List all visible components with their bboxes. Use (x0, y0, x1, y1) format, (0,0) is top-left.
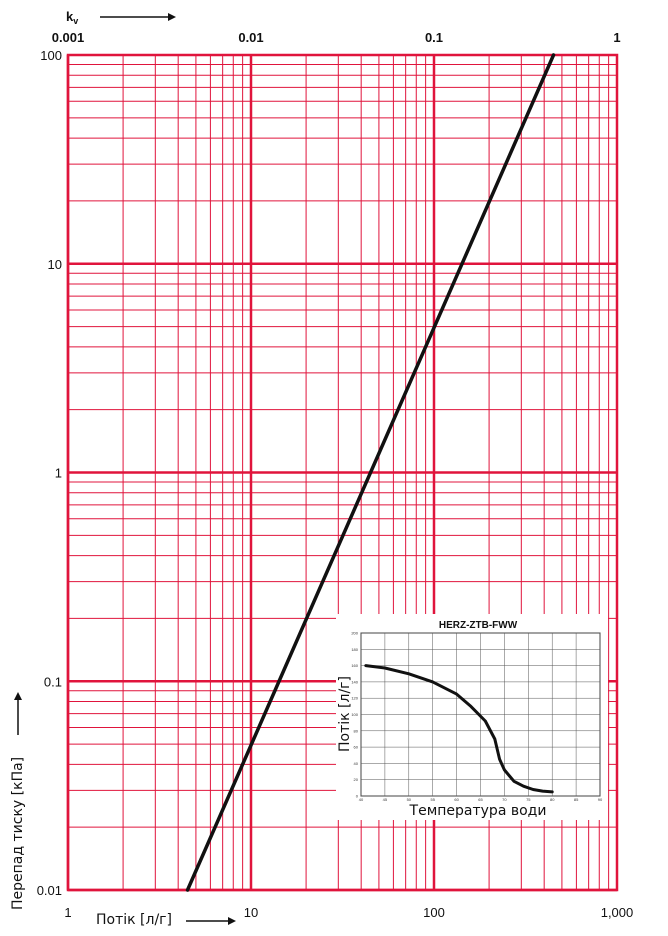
plot-frame (66, 53, 619, 892)
kv-axis-label: kv (66, 9, 78, 26)
inset-x-axis-title: Температура води (409, 803, 547, 819)
y-tick-label: 1 (55, 466, 62, 481)
inset-y-tick-label: 60 (354, 745, 359, 750)
kv-tick-labels: 0.001 0.01 0.1 1 (52, 30, 621, 45)
x-tick-labels: 1 10 100 1,000 (64, 905, 633, 920)
pressure-flow-line (185, 53, 556, 892)
inset-x-tick-label: 80 (550, 797, 555, 802)
x-tick-label: 100 (423, 905, 445, 920)
inset-y-axis-title: Потік [л/г] (337, 676, 353, 752)
x-axis-title: Потік [л/г] (96, 912, 172, 928)
inset-chart: HERZ-ZTB-FWW 0 20 40 60 80 100 120 140 160 180 200… (336, 614, 608, 820)
y-tick-label: 0.01 (37, 883, 62, 898)
y-tick-labels: 0.01 0.1 1 10 100 (37, 48, 62, 898)
x-axis-arrow (186, 917, 236, 925)
x-tick-label: 10 (244, 905, 258, 920)
kv-tick-label: 0.01 (238, 30, 263, 45)
kv-arrow (100, 13, 176, 21)
inset-y-tick-label: 20 (354, 777, 359, 782)
inset-y-tick-label: 0 (356, 794, 359, 799)
inset-y-tick-label: 80 (354, 728, 359, 733)
inset-x-tick-label: 55 (430, 797, 435, 802)
x-tick-label: 1,000 (601, 905, 634, 920)
inset-y-tick-label: 160 (351, 663, 358, 668)
inset-flow-curve (364, 664, 554, 794)
main-series (185, 53, 556, 892)
inset-y-tick-label: 100 (351, 712, 358, 717)
inset-x-tick-label: 85 (574, 797, 579, 802)
y-tick-label: 100 (40, 48, 62, 63)
inset-y-tick-labels: 0 20 40 60 80 100 120 140 160 180 200 (351, 631, 358, 799)
inset-y-tick-label: 140 (351, 679, 358, 684)
inset-x-tick-label: 65 (478, 797, 483, 802)
inset-x-tick-label: 50 (407, 797, 412, 802)
kv-tick-label: 1 (613, 30, 620, 45)
inset-title: HERZ-ZTB-FWW (439, 620, 518, 631)
kv-tick-label: 0.1 (425, 30, 443, 45)
y-tick-label: 0.1 (44, 674, 62, 689)
inset-y-tick-label: 180 (351, 647, 358, 652)
inset-x-tick-label: 90 (598, 797, 603, 802)
inset-y-tick-label: 120 (351, 696, 358, 701)
x-tick-label: 1 (64, 905, 71, 920)
inset-x-tick-labels: 40 45 50 55 60 65 70 75 80 85 90 (359, 797, 603, 802)
inset-x-tick-label: 45 (383, 797, 388, 802)
inset-x-tick-label: 75 (526, 797, 531, 802)
inset-x-tick-label: 70 (502, 797, 507, 802)
kv-tick-label: 0.001 (52, 30, 85, 45)
inset-y-tick-label: 200 (351, 631, 358, 636)
y-axis-arrow (14, 692, 22, 735)
inset-y-tick-label: 40 (354, 761, 359, 766)
inset-grid (360, 632, 601, 797)
y-tick-label: 10 (48, 257, 62, 272)
inset-x-tick-label: 40 (359, 797, 364, 802)
inset-series (364, 664, 554, 794)
y-axis-title: Перепад тиску [кПа] (10, 757, 26, 910)
inset-x-tick-label: 60 (454, 797, 459, 802)
